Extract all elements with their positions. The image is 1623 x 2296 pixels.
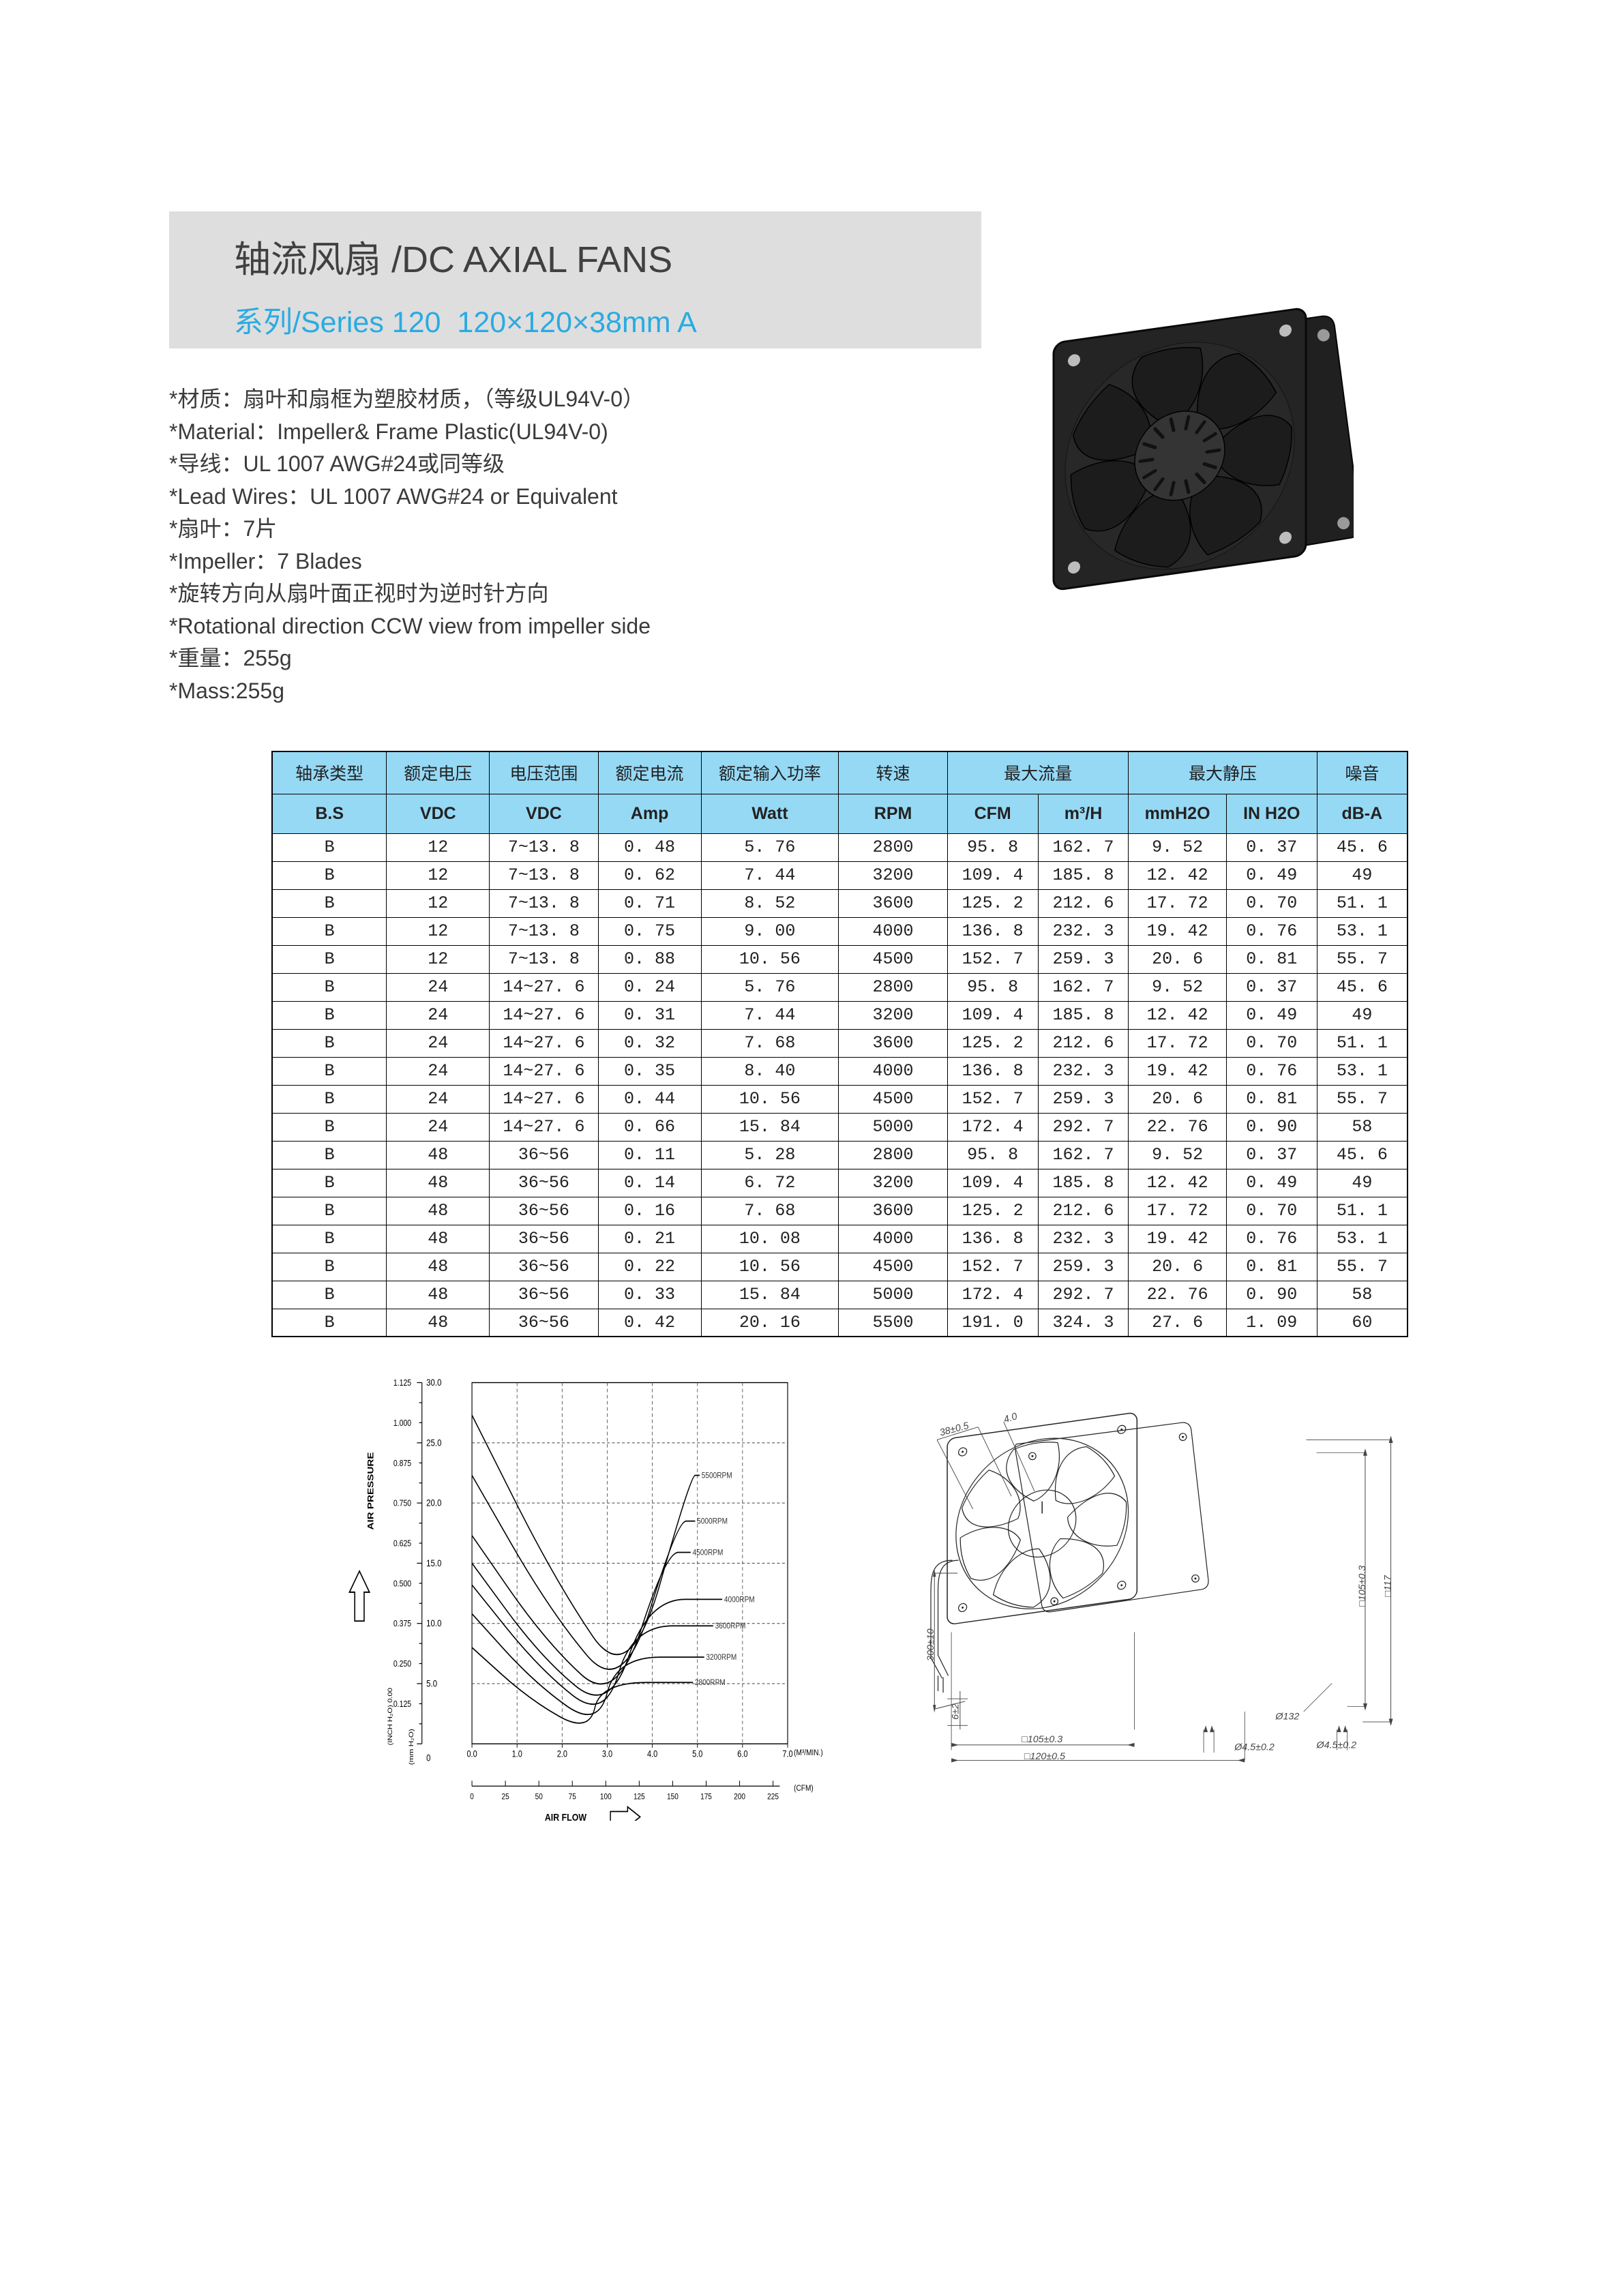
svg-text:0.0: 0.0	[466, 1748, 477, 1759]
svg-text:25.0: 25.0	[426, 1437, 441, 1448]
svg-text:300±10: 300±10	[927, 1628, 936, 1661]
svg-text:150: 150	[667, 1793, 679, 1802]
svg-text:□120±0.5: □120±0.5	[1024, 1751, 1065, 1762]
svg-text:0.250: 0.250	[393, 1658, 412, 1669]
svg-text:75: 75	[569, 1793, 576, 1802]
svg-text:200: 200	[734, 1793, 745, 1802]
svg-text:0: 0	[470, 1793, 474, 1802]
svg-text:Ø4.5±0.2: Ø4.5±0.2	[1234, 1742, 1275, 1753]
svg-text:0.875: 0.875	[393, 1458, 412, 1468]
svg-text:0.625: 0.625	[393, 1538, 412, 1548]
svg-text:(M³/MIN.): (M³/MIN.)	[794, 1748, 823, 1757]
svg-text:0.750: 0.750	[393, 1498, 412, 1508]
svg-text:15.0: 15.0	[426, 1557, 441, 1568]
svg-text:2800RPM: 2800RPM	[695, 1678, 726, 1687]
svg-text:0.500: 0.500	[393, 1578, 412, 1588]
svg-text:6±2: 6±2	[951, 1703, 962, 1720]
svg-text:(INCH H₂O) 0.00: (INCH H₂O) 0.00	[387, 1688, 394, 1746]
svg-text:Ø132: Ø132	[1275, 1711, 1299, 1722]
svg-text:4.0: 4.0	[647, 1748, 657, 1759]
svg-text:1.0: 1.0	[512, 1748, 522, 1759]
svg-text:5.0: 5.0	[692, 1748, 702, 1759]
svg-text:25: 25	[502, 1793, 509, 1802]
svg-text:20.0: 20.0	[426, 1497, 441, 1508]
svg-text:0.125: 0.125	[393, 1699, 412, 1709]
svg-text:2.0: 2.0	[557, 1748, 567, 1759]
svg-text:5.0: 5.0	[426, 1678, 437, 1688]
svg-text:1.125: 1.125	[393, 1377, 412, 1388]
svg-text:□105±0.3: □105±0.3	[1022, 1734, 1062, 1745]
svg-text:AIR PRESSURE: AIR PRESSURE	[366, 1452, 375, 1530]
svg-text:Ø4.5±0.2: Ø4.5±0.2	[1316, 1740, 1357, 1750]
svg-text:100: 100	[600, 1793, 612, 1802]
svg-text:30.0: 30.0	[426, 1377, 441, 1388]
svg-text:0: 0	[426, 1752, 430, 1763]
svg-text:□105±0.3: □105±0.3	[1357, 1566, 1368, 1607]
svg-text:0.375: 0.375	[393, 1618, 412, 1628]
svg-text:50: 50	[535, 1793, 543, 1802]
svg-text:5000RPM: 5000RPM	[697, 1517, 728, 1526]
svg-text:6.0: 6.0	[737, 1748, 747, 1759]
svg-text:1.000: 1.000	[393, 1418, 412, 1428]
svg-text:(CFM): (CFM)	[794, 1784, 814, 1793]
svg-text:125: 125	[634, 1793, 645, 1802]
svg-text:(mm H₂O): (mm H₂O)	[408, 1729, 415, 1765]
svg-text:225: 225	[767, 1793, 779, 1802]
svg-text:5500RPM: 5500RPM	[702, 1472, 732, 1480]
svg-text:3200RPM: 3200RPM	[706, 1653, 736, 1662]
svg-text:3600RPM: 3600RPM	[715, 1622, 746, 1630]
svg-text:4000RPM: 4000RPM	[724, 1595, 755, 1604]
svg-text:4500RPM: 4500RPM	[693, 1549, 724, 1557]
svg-text:AIR FLOW: AIR FLOW	[545, 1811, 587, 1821]
svg-text:3.0: 3.0	[602, 1748, 612, 1759]
svg-text:175: 175	[700, 1793, 712, 1802]
svg-text:10.0: 10.0	[426, 1617, 441, 1628]
svg-text:□117: □117	[1383, 1575, 1394, 1596]
svg-text:7.0: 7.0	[782, 1748, 792, 1759]
